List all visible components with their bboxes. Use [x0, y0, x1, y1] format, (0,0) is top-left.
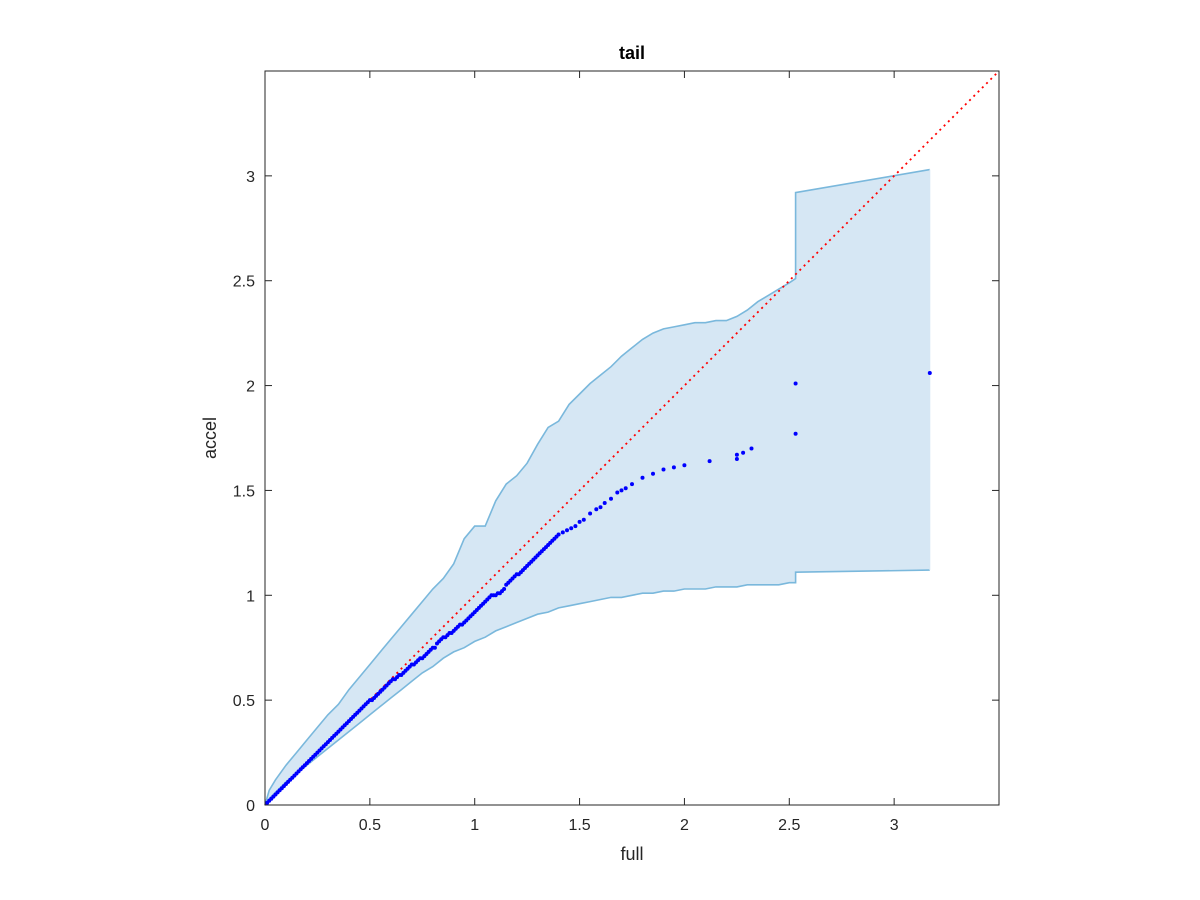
identity-line	[264, 70, 1000, 806]
data-point	[623, 486, 628, 491]
x-tick-label: 1	[470, 817, 479, 834]
data-point	[707, 459, 712, 464]
reference-line	[264, 70, 1000, 806]
data-point	[594, 507, 599, 512]
y-tick-label: 1	[246, 588, 255, 605]
data-point	[793, 431, 798, 436]
x-tick-label: 2.5	[778, 817, 800, 834]
data-point	[432, 645, 437, 650]
tick-labels: 0 0.5 1 1.5 2 2.5 3 0 0.5 1 1.5 2 2.5 3	[233, 169, 899, 834]
data-point	[630, 482, 634, 487]
data-point	[573, 524, 578, 529]
data-point	[651, 471, 655, 476]
y-tick-label: 2	[246, 379, 255, 396]
y-tick-label: 0	[246, 798, 255, 815]
data-point	[502, 587, 507, 591]
data-point	[619, 488, 624, 493]
data-point	[560, 530, 565, 535]
data-point	[577, 519, 582, 524]
data-points	[265, 371, 932, 805]
x-tick-label: 3	[890, 817, 899, 834]
band-fill	[265, 169, 930, 806]
x-tick-label: 1.5	[568, 817, 590, 834]
data-point	[565, 528, 569, 533]
data-point	[569, 526, 574, 531]
data-point	[749, 446, 754, 451]
y-tick-label: 2.5	[233, 274, 255, 291]
data-point	[556, 532, 561, 537]
data-point	[661, 467, 666, 472]
y-tick-label: 0.5	[233, 693, 255, 710]
data-point	[682, 463, 687, 468]
x-tick-label: 0	[261, 817, 270, 834]
data-point	[793, 381, 798, 386]
data-point	[615, 490, 620, 495]
y-tick-label: 1.5	[233, 483, 255, 500]
x-axis-label: full	[620, 844, 643, 864]
data-point	[741, 450, 746, 455]
data-point	[609, 496, 613, 501]
data-point	[581, 517, 586, 522]
y-axis-label: accel	[200, 417, 220, 459]
chart-title: tail	[619, 43, 645, 63]
data-point	[927, 371, 932, 375]
x-tick-label: 0.5	[359, 817, 381, 834]
data-point	[602, 501, 607, 505]
confidence-band	[264, 168, 931, 806]
y-tick-label: 3	[246, 169, 255, 186]
axes	[264, 70, 1000, 806]
data-point	[734, 457, 739, 461]
data-point	[598, 505, 603, 510]
data-point	[671, 465, 676, 470]
data-point	[734, 452, 739, 457]
band-upper-edge	[264, 168, 930, 806]
plot-box	[264, 70, 1000, 806]
band-lower-edge	[264, 569, 930, 806]
data-point	[588, 511, 593, 516]
x-tick-label: 2	[680, 817, 689, 834]
data-point	[640, 475, 645, 480]
